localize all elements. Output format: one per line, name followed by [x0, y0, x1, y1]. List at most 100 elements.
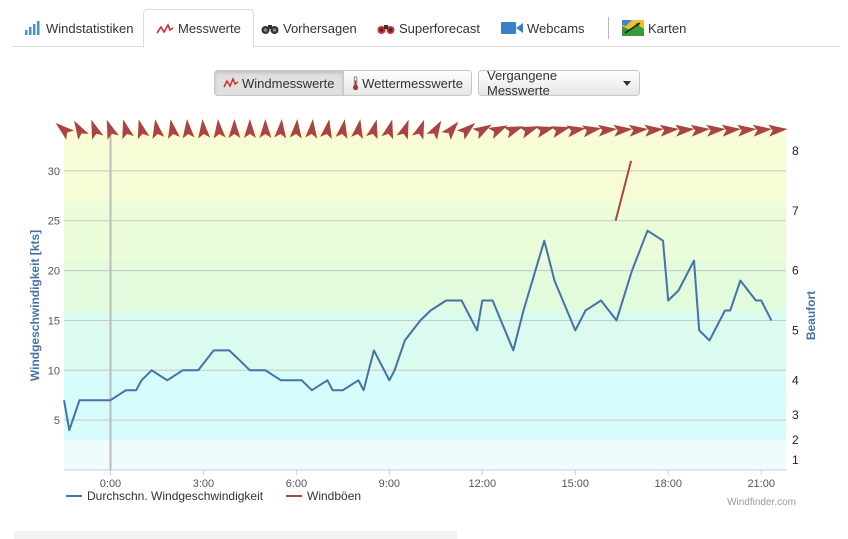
wind-direction-arrow: [366, 119, 378, 140]
tab-label: Windstatistiken: [46, 20, 134, 36]
arrow-shape: [213, 119, 226, 139]
thermometer-icon: [352, 76, 359, 91]
x-tick-label: 0:00: [100, 478, 121, 490]
legend: Durchschn. Windgeschwindigkeit Windböen: [66, 489, 361, 503]
y-axis-label: Windgeschwindigkeit [kts]: [28, 230, 42, 381]
tab-vorhersagen[interactable]: Vorhersagen: [249, 9, 369, 47]
wind-direction-arrow: [737, 124, 757, 137]
wind-direction-arrow: [488, 125, 508, 139]
arrow-shape: [503, 126, 524, 139]
wind-direction-arrow: [519, 126, 540, 139]
arrow-shape: [737, 124, 757, 137]
tab-label: Messwerte: [178, 21, 241, 36]
binoculars-icon: [261, 25, 279, 34]
x-tick-label: 18:00: [654, 478, 682, 490]
weather-measurements-button[interactable]: Wettermesswerte: [344, 70, 472, 96]
x-tick-label: 21:00: [747, 478, 775, 490]
tab-label: Karten: [648, 20, 687, 36]
x-tick-label: 6:00: [286, 478, 307, 490]
arrow-shape: [768, 124, 788, 137]
tab-messwerte[interactable]: Messwerte: [143, 9, 254, 48]
arrow-shape: [441, 121, 459, 140]
y-tick-label: 30: [48, 166, 60, 178]
arrow-shape: [675, 124, 695, 137]
bottom-scroll-strip: [14, 531, 457, 539]
wind-direction-arrow: [752, 124, 773, 137]
wind-direction-arrow: [91, 119, 104, 140]
wind-measurements-label: Windmesswerte: [242, 75, 335, 91]
beaufort-bands: [64, 131, 786, 470]
arrow-shape: [426, 120, 442, 140]
series-line-average: [63, 229, 773, 432]
tab-webcams[interactable]: Webcams: [489, 9, 597, 47]
wind-direction-arrow: [182, 119, 195, 139]
arrow-shape: [412, 119, 425, 140]
wind-direction-arrow: [198, 119, 211, 139]
wind-direction-arrow: [412, 119, 425, 140]
beaufort-band: [64, 370, 786, 441]
tab-superforecast[interactable]: Superforecast: [365, 9, 492, 47]
wind-direction-arrow: [503, 126, 524, 139]
arrow-shape: [289, 119, 302, 139]
caret-down-icon: [623, 80, 631, 86]
beaufort-tick-label: 7: [792, 204, 799, 218]
chart-credit: Windfinder.com: [727, 497, 796, 508]
past-measurements-dropdown[interactable]: Vergangene Messwerte: [478, 68, 640, 98]
arrow-shape: [351, 119, 363, 139]
y-tick-label: 5: [54, 415, 60, 427]
camera-icon: [501, 22, 523, 34]
wind-direction-arrow: [628, 124, 649, 137]
wind-direction-arrow: [659, 124, 680, 137]
x-axis-ticks: 0:00 3:00 6:00 9:00 12:00 15:00 18:00 21:00: [100, 470, 775, 490]
beaufort-band: [64, 200, 786, 261]
arrow-shape: [182, 119, 195, 139]
beaufort-tick-label: 2: [792, 433, 799, 447]
wind-direction-arrow: [644, 124, 664, 137]
beaufort-axis-ticks: 1 2 3 4 5 6 7 8: [792, 144, 799, 467]
x-tick-label: 12:00: [469, 478, 497, 490]
arrow-shape: [137, 119, 150, 140]
wind-direction-arrow: [259, 119, 272, 138]
tab-label: Vorhersagen: [283, 20, 357, 36]
arrow-shape: [721, 124, 742, 137]
y-tick-label: 25: [48, 216, 60, 228]
wind-direction-arrow: [213, 119, 226, 139]
arrow-shape: [396, 119, 409, 140]
binoculars-red-icon: [377, 25, 395, 34]
wind-zigzag-icon: [223, 77, 239, 88]
arrow-shape: [198, 119, 211, 139]
wind-direction-arrow: [550, 126, 571, 138]
arrow-shape: [659, 124, 680, 137]
arrow-shape: [274, 119, 287, 139]
beaufort-band: [64, 310, 786, 371]
arrow-shape: [690, 124, 711, 137]
series-line-gusts: [614, 160, 633, 221]
arrow-shape: [366, 119, 378, 140]
wind-direction-arrow: [289, 119, 302, 139]
arrow-shape: [320, 119, 332, 139]
wind-direction-arrow: [721, 124, 742, 137]
arrow-shape: [566, 125, 587, 138]
arrow-shape: [644, 124, 664, 137]
wind-direction-arrow: [122, 119, 134, 140]
arrow-shape: [381, 119, 394, 140]
wind-direction-arrow: [768, 124, 788, 137]
arrow-shape: [55, 122, 74, 140]
wind-direction-arrow: [335, 119, 348, 139]
y-axis-ticks: 5 10 15 20 25 30: [48, 166, 60, 427]
tab-label: Superforecast: [399, 20, 480, 36]
series-lines: [63, 160, 773, 432]
arrow-shape: [243, 119, 256, 138]
x-tick-label: 9:00: [379, 478, 400, 490]
beaufort-tick-label: 6: [792, 264, 799, 278]
x-tick-label: 15:00: [562, 478, 590, 490]
arrow-shape: [706, 124, 726, 137]
wind-direction-arrow: [472, 124, 492, 140]
wind-measurements-button[interactable]: Windmesswerte: [214, 70, 344, 96]
tab-windstatistiken[interactable]: Windstatistiken: [12, 9, 145, 47]
tab-karten[interactable]: Karten: [610, 9, 698, 47]
past-measurements-label: Vergangene Messwerte: [487, 68, 558, 98]
legend-label: Durchschn. Windgeschwindigkeit: [87, 489, 264, 503]
wind-direction-arrow: [152, 119, 165, 139]
arrow-shape: [550, 126, 571, 138]
